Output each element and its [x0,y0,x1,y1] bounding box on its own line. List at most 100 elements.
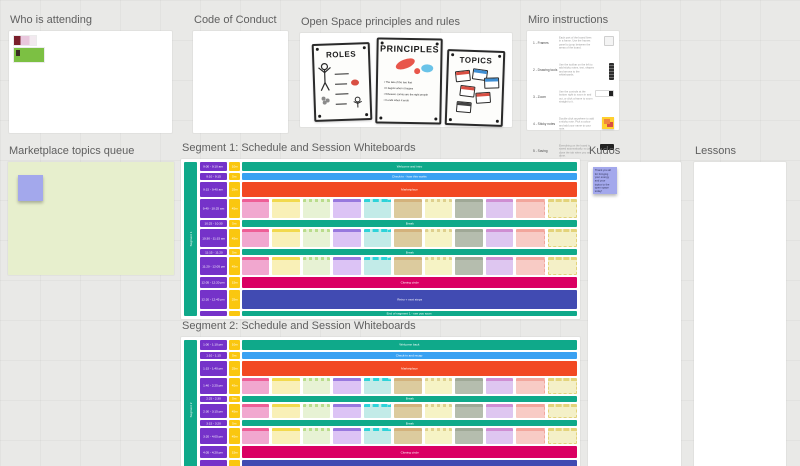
session-whiteboard-card[interactable] [424,229,453,247]
session-whiteboard-card[interactable] [485,229,514,247]
session-whiteboard-card[interactable] [485,377,514,394]
sticky-note[interactable] [18,175,43,201]
session-whiteboard-card[interactable] [455,229,483,247]
session-whiteboard-card[interactable] [424,199,453,218]
duration-cell[interactable]: 5m [229,351,240,359]
agenda-band[interactable]: Retro + next steps [242,290,577,309]
frame-title-kudos[interactable]: Kudos [589,145,621,157]
session-whiteboard-card[interactable] [242,403,270,419]
frame-title-marketplace-queue[interactable]: Marketplace topics queue [9,145,135,157]
duration-cell[interactable]: 5m [229,249,240,255]
session-whiteboard-card[interactable] [455,428,483,445]
time-cell[interactable]: 4:05 - 4:20 pm [200,446,227,459]
topics-poster[interactable]: TOPICS [444,49,506,127]
time-cell[interactable]: 11:20 - 12:05 pm [200,257,227,275]
session-whiteboard-card[interactable] [485,428,514,445]
duration-cell[interactable] [229,311,240,316]
time-cell[interactable]: 3:15 - 3:20 [200,420,227,427]
agenda-band[interactable]: Check-in - how this works [242,173,577,180]
attendee-image[interactable] [14,36,36,45]
time-cell[interactable]: 3:20 - 4:05 pm [200,428,227,445]
agenda-band[interactable]: Break [242,395,577,402]
session-whiteboard-card[interactable] [394,229,422,247]
session-whiteboard-card[interactable] [485,403,514,419]
session-whiteboard-card[interactable] [302,403,331,419]
duration-cell[interactable]: 45m [229,229,240,247]
agenda-band[interactable]: Marketplace [242,182,577,197]
duration-cell[interactable]: 10m [229,340,240,350]
time-cell[interactable]: 11:15 - 11:20 [200,249,227,255]
topic-card[interactable] [455,100,472,114]
frame-title-who-is-attending[interactable]: Who is attending [10,14,92,26]
session-whiteboard-card[interactable] [333,229,361,247]
time-cell[interactable]: 12:20 - 12:45 pm [200,290,227,309]
duration-cell[interactable]: 15m [229,446,240,459]
agenda-band[interactable]: Closing circle [242,446,577,459]
session-whiteboard-card[interactable] [424,403,453,419]
session-whiteboard-card[interactable] [455,377,483,394]
frame-title-lessons[interactable]: Lessons [695,145,736,157]
time-cell[interactable] [200,311,227,316]
session-whiteboard-card[interactable] [424,377,453,394]
session-whiteboard-card[interactable] [363,428,392,445]
duration-cell[interactable]: 25m [229,290,240,309]
session-whiteboard-card[interactable] [302,199,331,218]
agenda-band[interactable]: Check-in and recap [242,351,577,359]
roles-poster[interactable]: ROLES [311,42,373,122]
session-whiteboard-card[interactable] [272,229,300,247]
time-cell[interactable]: 9:40 - 10:25 am [200,199,227,218]
duration-cell[interactable]: 25m [229,182,240,197]
session-whiteboard-card[interactable] [424,257,453,275]
session-whiteboard-card[interactable] [516,199,545,218]
time-cell[interactable]: 1:00 - 1:10 pm [200,340,227,350]
duration-cell[interactable]: 10m [229,162,240,171]
session-whiteboard-card[interactable] [363,257,392,275]
session-whiteboard-card[interactable] [394,403,422,419]
duration-cell[interactable]: 5m [229,395,240,402]
duration-cell[interactable]: 45m [229,257,240,275]
session-whiteboard-card[interactable] [272,428,300,445]
session-whiteboard-card[interactable] [516,257,545,275]
principles-poster[interactable]: PRINCIPLES • The law of the two feet • It… [375,37,443,125]
duration-cell[interactable]: 45m [229,428,240,445]
frame-body-open-space-principles[interactable]: ROLES [300,33,512,127]
session-whiteboard-card[interactable] [394,428,422,445]
session-whiteboard-card[interactable] [455,199,483,218]
session-whiteboard-card[interactable] [302,257,331,275]
duration-cell[interactable]: 15m [229,277,240,288]
session-whiteboard-card[interactable] [516,403,545,419]
frame-body-lessons[interactable] [694,162,786,466]
duration-cell[interactable]: 5m [229,173,240,180]
session-whiteboard-card[interactable] [333,428,361,445]
session-whiteboard-card[interactable] [455,403,483,419]
session-whiteboard-card[interactable] [485,199,514,218]
duration-cell[interactable]: 5m [229,420,240,427]
session-whiteboard-card[interactable] [455,257,483,275]
agenda-band[interactable]: Welcome back [242,340,577,350]
topic-card[interactable] [483,77,500,89]
session-whiteboard-card[interactable] [272,403,300,419]
sticky-note[interactable]: Thank you all for bringing your energy a… [593,167,617,194]
session-whiteboard-card[interactable] [363,229,392,247]
session-whiteboard-card[interactable] [242,199,270,218]
session-whiteboard-card[interactable] [363,199,392,218]
frame-body-kudos[interactable]: Thank you all for bringing your energy a… [588,162,681,466]
attendee-image[interactable] [14,48,44,62]
time-cell[interactable]: 2:30 - 3:15 pm [200,403,227,419]
session-whiteboard-card[interactable] [302,428,331,445]
session-whiteboard-card[interactable] [394,257,422,275]
session-whiteboard-card[interactable] [333,257,361,275]
time-cell[interactable]: 9:15 - 9:40 am [200,182,227,197]
time-cell[interactable]: 10:30 - 11:15 am [200,229,227,247]
topic-card[interactable] [475,91,492,104]
agenda-band[interactable]: Break [242,420,577,427]
agenda-band[interactable]: Marketplace [242,360,577,376]
session-whiteboard-card[interactable] [547,199,577,218]
duration-cell[interactable]: 45m [229,377,240,394]
time-cell[interactable]: 4:20 - 4:45 pm [200,460,227,466]
duration-cell[interactable]: 45m [229,199,240,218]
session-whiteboard-card[interactable] [272,257,300,275]
session-whiteboard-card[interactable] [547,229,577,247]
session-whiteboard-card[interactable] [394,377,422,394]
